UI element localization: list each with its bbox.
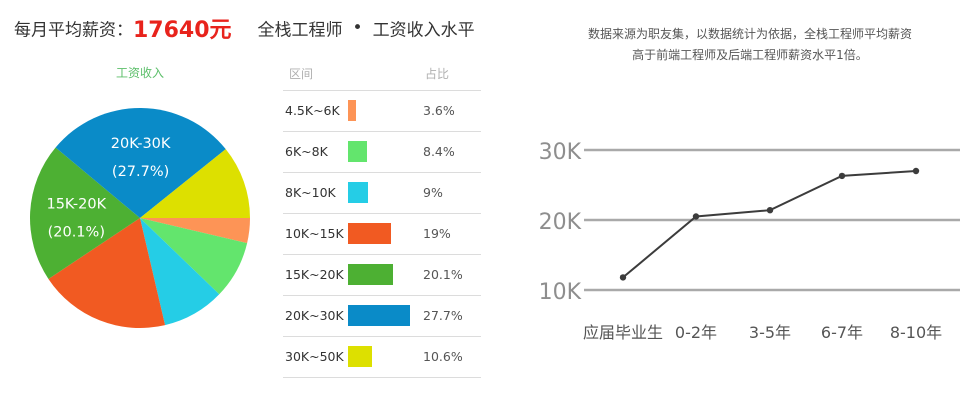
table-row: 10K~15K 19% [283, 214, 481, 255]
x-tick-label: 3-5年 [749, 323, 791, 342]
data-point [912, 167, 920, 175]
table-row: 6K~8K 8.4% [283, 132, 481, 173]
row-color-bar [348, 182, 369, 203]
row-color-bar [348, 141, 367, 162]
row-range: 30K~50K [285, 349, 344, 364]
pie-labels: 15K-20K (20.1%) 20K-30K (27.7%) [46, 136, 170, 240]
grid-lines [584, 148, 960, 292]
pie-label-value: (27.7%) [112, 164, 169, 180]
pie-slices [30, 108, 250, 328]
x-tick-label: 0-2年 [675, 323, 717, 342]
table-row: 15K~20K 20.1% [283, 255, 481, 296]
row-range: 6K~8K [285, 144, 328, 159]
y-tick-label: 20K [539, 210, 582, 235]
salary-experience-line-chart: 10K 20K 30K 应届毕业生 0-2年 3-5年 6-7年 8-10年 [539, 140, 960, 342]
data-point [619, 274, 627, 281]
col-share-header: 占比 [425, 67, 450, 81]
table-row: 20K~30K 27.7% [283, 296, 481, 337]
pie-slice-6K~8K [140, 218, 248, 295]
row-percent: 10.6% [423, 349, 463, 364]
pie-slice-8K~10K [140, 218, 220, 326]
table-body: 4.5K~6K 3.6% 6K~8K 8.4% 8K~10K 9% 10K~15K 19% 15… [283, 91, 481, 378]
row-range: 8K~10K [285, 185, 336, 200]
avg-salary-label: 每月平均薪资： [14, 20, 133, 41]
pie-slice-10K~15K [48, 218, 166, 328]
note-line-1: 数据来源为职友集，以数据统计为依据，全栈工程师平均薪资 [587, 27, 912, 41]
row-range: 10K~15K [285, 226, 344, 241]
row-percent: 27.7% [423, 308, 463, 323]
data-source-note: 数据来源为职友集，以数据统计为依据，全栈工程师平均薪资 高于前端工程师及后端工程… [550, 24, 950, 66]
row-color-bar [348, 223, 391, 244]
x-tick-label: 应届毕业生 [583, 323, 663, 342]
table-row: 8K~10K 9% [283, 173, 481, 214]
pie-title: 工资收入 [116, 66, 164, 80]
row-percent: 3.6% [423, 103, 455, 118]
row-range: 4.5K~6K [285, 103, 340, 118]
data-point [692, 213, 700, 220]
pie-label-name: 15K-20K [46, 197, 106, 213]
note-line-2: 高于前端工程师及后端工程师薪资水平1倍。 [632, 48, 868, 62]
avg-salary-value: 17640元 [133, 18, 232, 43]
x-tick-label: 8-10年 [890, 323, 942, 342]
row-percent: 9% [423, 185, 443, 200]
row-range: 15K~20K [285, 267, 344, 282]
job-title: 全栈工程师 [257, 20, 343, 41]
salary-line [622, 170, 917, 279]
pie-slice-20K~30K [55, 108, 226, 218]
separator-dot: • [352, 18, 363, 38]
pie-label-name: 20K-30K [111, 136, 171, 152]
y-tick-label: 10K [539, 280, 582, 305]
pie-slice-30K~50K [140, 149, 250, 218]
row-percent: 8.4% [423, 144, 455, 159]
income-table: 区间 占比 4.5K~6K 3.6% 6K~8K 8.4% 8K~10K 9% 10K~15… [283, 60, 481, 378]
row-color-bar [348, 100, 357, 121]
table-row: 30K~50K 10.6% [283, 337, 481, 378]
x-tick-label: 6-7年 [821, 323, 863, 342]
table-row: 4.5K~6K 3.6% [283, 91, 481, 132]
row-color-bar [348, 264, 393, 285]
x-tick-labels: 应届毕业生 0-2年 3-5年 6-7年 8-10年 [583, 323, 942, 342]
data-point [766, 207, 774, 214]
data-point [838, 172, 846, 180]
row-percent: 20.1% [423, 267, 463, 282]
col-range-header: 区间 [289, 67, 314, 81]
row-range: 20K~30K [285, 308, 344, 323]
row-percent: 19% [423, 226, 451, 241]
y-tick-labels: 10K 20K 30K [539, 140, 582, 305]
pie-slice-4.5K~6K [140, 218, 250, 244]
income-pie-chart: 工资收入 15K-20K (20.1%) 20K-30K (27.7%) [30, 66, 250, 328]
row-color-bar [348, 346, 372, 367]
data-points [619, 167, 920, 281]
section-title: 工资收入水平 [372, 20, 475, 41]
row-color-bar [348, 305, 410, 326]
pie-label-value: (20.1%) [48, 225, 105, 241]
y-tick-label: 30K [539, 140, 582, 165]
header: 每月平均薪资：17640元 全栈工程师 • 工资收入水平 [14, 12, 494, 43]
table-header: 区间 占比 [283, 60, 481, 91]
pie-slice-15K~20K [30, 147, 140, 279]
